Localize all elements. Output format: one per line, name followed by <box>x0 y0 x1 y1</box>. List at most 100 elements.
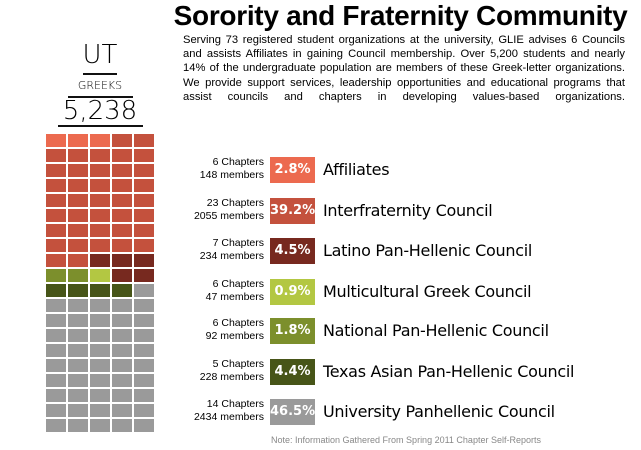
percent-badge: 2.8% <box>270 157 315 183</box>
legend-row: 23 Chapters 2055 members 39.2% Interfratern… <box>160 197 630 225</box>
waffle-cell-latino-pan-hellenic-council <box>90 254 110 267</box>
waffle-cell-interfraternity-council <box>134 134 154 147</box>
percent-badge: 1.8% <box>270 318 315 344</box>
chapters-count: 6 Chapters <box>212 156 264 168</box>
waffle-cell-university-panhellenic-council <box>134 344 154 357</box>
waffle-cell-university-panhellenic-council <box>68 359 88 372</box>
waffle-cell-university-panhellenic-council <box>46 374 66 387</box>
waffle-cell-university-panhellenic-council <box>112 314 132 327</box>
waffle-cell-texas-asian-pan-hellenic-council <box>46 284 66 297</box>
waffle-cell-interfraternity-council <box>112 179 132 192</box>
waffle-cell-interfraternity-council <box>46 224 66 237</box>
waffle-cell-interfraternity-council <box>90 239 110 252</box>
waffle-cell-university-panhellenic-council <box>134 404 154 417</box>
intro-paragraph: Serving 73 registered student organizati… <box>183 34 625 103</box>
percent-badge: 4.4% <box>270 359 315 385</box>
waffle-cell-university-panhellenic-council <box>112 374 132 387</box>
waffle-cell-university-panhellenic-council <box>68 404 88 417</box>
waffle-cell-university-panhellenic-council <box>134 299 154 312</box>
waffle-cell-university-panhellenic-council <box>68 419 88 432</box>
waffle-cell-interfraternity-council <box>68 254 88 267</box>
waffle-cell-university-panhellenic-council <box>112 359 132 372</box>
waffle-cell-university-panhellenic-council <box>68 389 88 402</box>
waffle-cell-texas-asian-pan-hellenic-council <box>90 284 110 297</box>
waffle-cell-interfraternity-council <box>90 209 110 222</box>
waffle-cell-university-panhellenic-council <box>134 359 154 372</box>
chapter-counts: 5 Chapters 228 members <box>200 358 264 384</box>
waffle-cell-university-panhellenic-council <box>90 389 110 402</box>
chapters-count: 14 Chapters <box>206 398 264 410</box>
chapter-counts: 6 Chapters 47 members <box>206 278 264 304</box>
chapter-counts: 23 Chapters 2055 members <box>194 197 264 223</box>
waffle-cell-university-panhellenic-council <box>112 404 132 417</box>
council-name: University Panhellenic Council <box>323 402 555 421</box>
waffle-cell-national-pan-hellenic-council <box>68 269 88 282</box>
divider <box>68 96 133 98</box>
waffle-cell-interfraternity-council <box>68 239 88 252</box>
waffle-cell-interfraternity-council <box>134 239 154 252</box>
percent-badge: 46.5% <box>270 399 315 425</box>
page-title: Sorority and Fraternity Community <box>173 0 628 31</box>
members-count: 92 members <box>205 330 264 342</box>
waffle-cell-university-panhellenic-council <box>134 374 154 387</box>
council-name: Latino Pan-Hellenic Council <box>323 241 533 260</box>
waffle-cell-interfraternity-council <box>90 164 110 177</box>
members-count: 2434 members <box>193 411 264 423</box>
chapter-counts: 14 Chapters 2434 members <box>194 398 264 424</box>
header-ut: UT <box>82 40 118 70</box>
waffle-cell-university-panhellenic-council <box>112 299 132 312</box>
members-count: 2055 members <box>193 210 264 222</box>
waffle-cell-interfraternity-council <box>68 194 88 207</box>
waffle-cell-latino-pan-hellenic-council <box>112 269 132 282</box>
legend-row: 6 Chapters 92 members 1.8% National Pan-Hel… <box>160 317 630 345</box>
waffle-cell-multicultural-greek-council <box>90 269 110 282</box>
waffle-cell-university-panhellenic-council <box>134 284 154 297</box>
legend-row: 6 Chapters 148 members 2.8% Affiliates <box>160 156 630 184</box>
waffle-cell-interfraternity-council <box>90 224 110 237</box>
waffle-cell-interfraternity-council <box>134 224 154 237</box>
header-total: 5,238 <box>62 96 138 126</box>
waffle-cell-interfraternity-council <box>68 209 88 222</box>
chapters-count: 5 Chapters <box>212 358 264 370</box>
waffle-cell-university-panhellenic-council <box>90 329 110 342</box>
percent-badge: 0.9% <box>270 279 315 305</box>
legend-row: 14 Chapters 2434 members 46.5% University P… <box>160 398 630 426</box>
chapter-counts: 6 Chapters 92 members <box>206 317 264 343</box>
waffle-cell-university-panhellenic-council <box>90 344 110 357</box>
percent-badge: 39.2% <box>270 198 315 224</box>
waffle-cell-interfraternity-council <box>134 194 154 207</box>
waffle-cell-interfraternity-council <box>68 224 88 237</box>
legend-row: 6 Chapters 47 members 0.9% Multicultural Gr… <box>160 278 630 306</box>
divider <box>83 73 117 75</box>
waffle-cell-university-panhellenic-council <box>134 314 154 327</box>
council-name: National Pan-Hellenic Council <box>323 321 549 340</box>
waffle-cell-university-panhellenic-council <box>90 419 110 432</box>
members-count: 47 members <box>205 291 264 303</box>
waffle-cell-university-panhellenic-council <box>46 299 66 312</box>
waffle-cell-interfraternity-council <box>90 179 110 192</box>
waffle-cell-interfraternity-council <box>46 164 66 177</box>
chapter-counts: 7 Chapters 234 members <box>200 237 264 263</box>
waffle-cell-university-panhellenic-council <box>68 314 88 327</box>
waffle-cell-university-panhellenic-council <box>46 389 66 402</box>
waffle-cell-university-panhellenic-council <box>134 389 154 402</box>
waffle-cell-university-panhellenic-council <box>46 404 66 417</box>
chapters-count: 6 Chapters <box>212 278 264 290</box>
waffle-cell-interfraternity-council <box>68 179 88 192</box>
waffle-cell-affiliates <box>68 134 88 147</box>
waffle-cell-national-pan-hellenic-council <box>46 269 66 282</box>
waffle-cell-interfraternity-council <box>134 209 154 222</box>
waffle-cell-interfraternity-council <box>90 194 110 207</box>
waffle-cell-university-panhellenic-council <box>68 299 88 312</box>
waffle-cell-latino-pan-hellenic-council <box>112 254 132 267</box>
waffle-cell-university-panhellenic-council <box>90 299 110 312</box>
council-name: Affiliates <box>323 160 390 179</box>
waffle-cell-university-panhellenic-council <box>46 344 66 357</box>
legend-row: 5 Chapters 228 members 4.4% Texas Asian Pan… <box>160 358 630 386</box>
waffle-cell-university-panhellenic-council <box>90 374 110 387</box>
council-name: Texas Asian Pan-Hellenic Council <box>323 362 575 381</box>
members-count: 234 members <box>199 250 264 262</box>
waffle-cell-interfraternity-council <box>112 164 132 177</box>
header-greeks: GREEKS <box>77 79 123 92</box>
waffle-cell-university-panhellenic-council <box>46 359 66 372</box>
